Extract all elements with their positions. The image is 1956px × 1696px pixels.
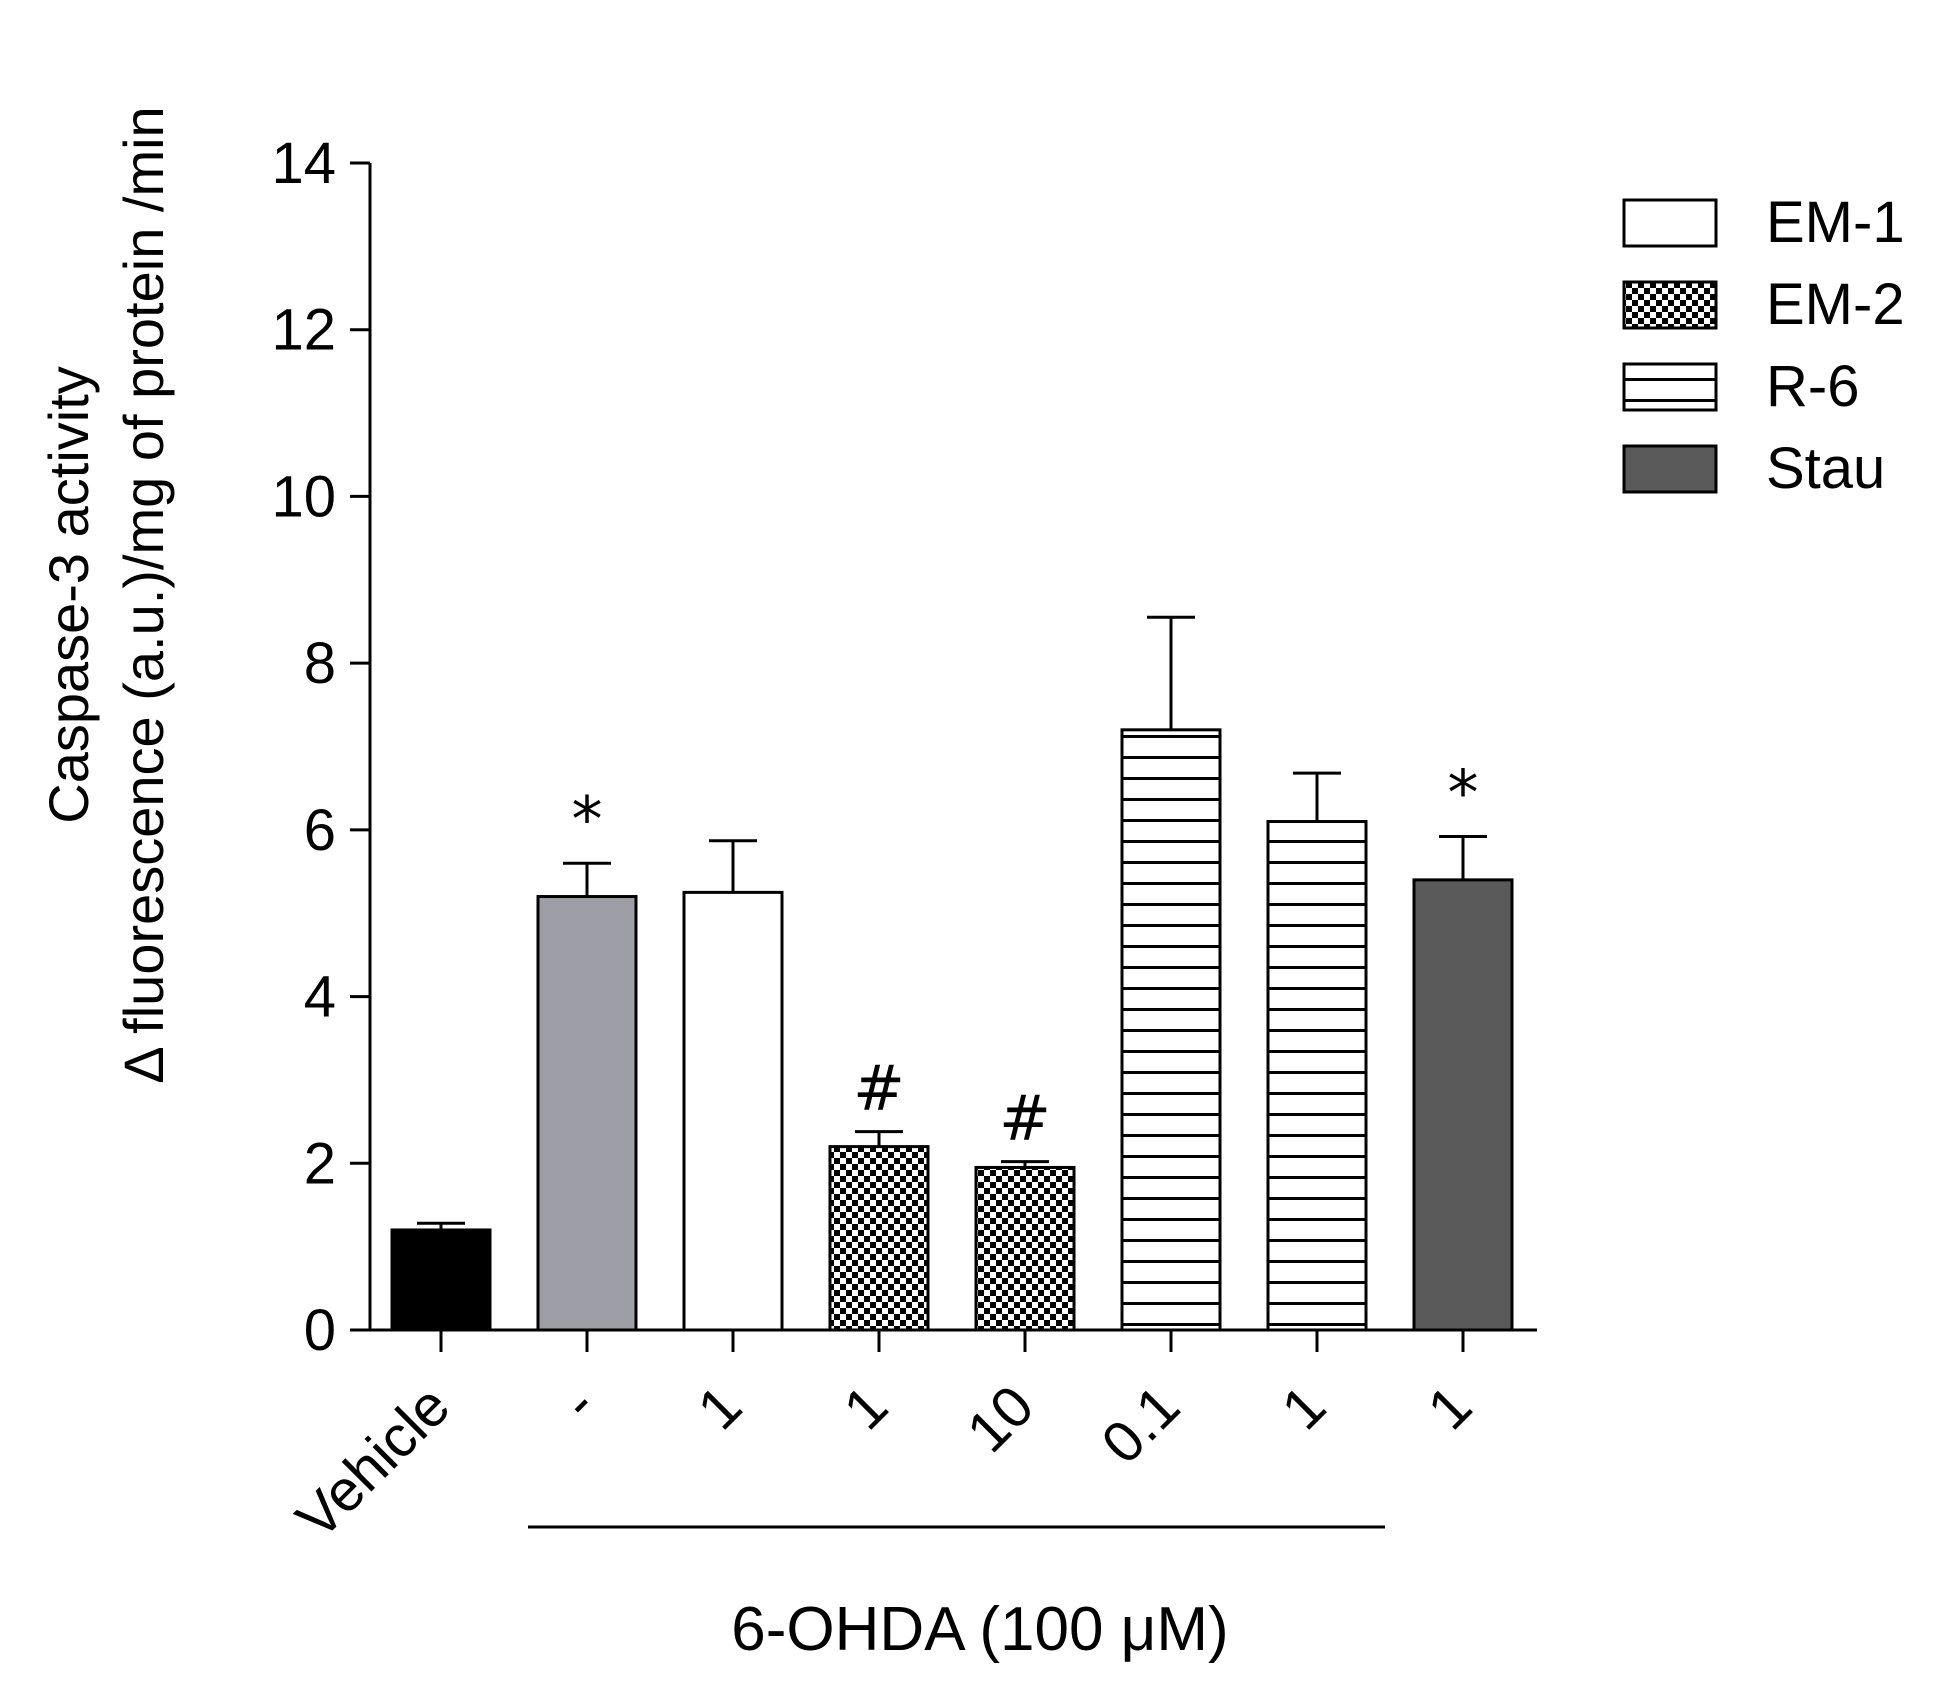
y-tick-label: 2 bbox=[304, 1131, 336, 1196]
y-axis-label: Caspase-3 activity Δ fluorescence (a.u.)… bbox=[37, 106, 175, 1083]
significance-marker: * bbox=[572, 783, 603, 856]
x-category-label: 1 bbox=[685, 1373, 754, 1442]
significance-marker: * bbox=[1448, 757, 1479, 830]
bars: * # # * bbox=[390, 615, 1514, 1332]
bar-group bbox=[1266, 771, 1368, 1332]
legend-swatch bbox=[1622, 444, 1718, 494]
legend-label: EM-2 bbox=[1766, 272, 1905, 337]
bar bbox=[828, 1145, 930, 1332]
legend-label: EM-1 bbox=[1766, 190, 1905, 255]
x-category-label: 0.1 bbox=[1089, 1373, 1192, 1476]
legend-label: R-6 bbox=[1766, 354, 1859, 419]
bar bbox=[682, 890, 784, 1332]
legend-item: EM-2 bbox=[1622, 272, 1905, 337]
y-tick-label: 12 bbox=[271, 298, 336, 363]
bar bbox=[536, 895, 638, 1332]
legend-label: Stau bbox=[1766, 436, 1885, 501]
bar-group bbox=[1120, 615, 1222, 1332]
bar-group: # bbox=[974, 1082, 1076, 1332]
x-category-label: - bbox=[549, 1373, 609, 1433]
x-category-label: 1 bbox=[1415, 1373, 1484, 1442]
y-tick-label: 4 bbox=[304, 965, 336, 1030]
x-category-label: 1 bbox=[831, 1373, 900, 1442]
significance-marker: # bbox=[853, 1052, 905, 1125]
bar bbox=[1120, 728, 1222, 1332]
group-bracket: 6-OHDA (100 μM) bbox=[528, 1525, 1385, 1664]
bar-group: # bbox=[828, 1052, 930, 1332]
y-tick-label: 10 bbox=[271, 464, 336, 529]
y-axis: 0 2 4 6 8 10 12 14 bbox=[271, 131, 372, 1363]
y-tick-label: 8 bbox=[304, 631, 336, 696]
x-category-label: 1 bbox=[1269, 1373, 1338, 1442]
legend-swatch bbox=[1622, 280, 1718, 330]
bar bbox=[974, 1165, 1076, 1332]
legend-item: EM-1 bbox=[1622, 190, 1905, 255]
legend-swatch bbox=[1622, 198, 1718, 248]
x-axis: Vehicle - 1 1 10 0.1 1 1 bbox=[284, 1328, 1537, 1551]
significance-marker: # bbox=[999, 1082, 1051, 1155]
bar-group: * bbox=[1412, 757, 1514, 1332]
x-category-label: 10 bbox=[955, 1373, 1047, 1465]
legend-item: Stau bbox=[1622, 436, 1885, 501]
bar bbox=[390, 1228, 492, 1332]
bar-group: * bbox=[536, 783, 638, 1332]
bar bbox=[1412, 878, 1514, 1332]
y-tick-label: 6 bbox=[304, 798, 336, 863]
legend: EM-1 EM-2 R-6 Stau bbox=[1622, 190, 1905, 501]
y-tick-label: 14 bbox=[271, 131, 336, 196]
y-tick-label: 0 bbox=[304, 1298, 336, 1363]
y-axis-label-line1: Caspase-3 activity bbox=[37, 366, 100, 824]
bar bbox=[1266, 820, 1368, 1332]
legend-swatch bbox=[1622, 362, 1718, 412]
group-label: 6-OHDA (100 μM) bbox=[731, 1595, 1228, 1664]
legend-item: R-6 bbox=[1622, 354, 1859, 419]
x-category-label: Vehicle bbox=[284, 1373, 462, 1551]
bar-group bbox=[390, 1221, 492, 1332]
bar-group bbox=[682, 839, 784, 1332]
y-axis-label-line2: Δ fluorescence (a.u.)/mg of protein /min bbox=[112, 106, 175, 1083]
